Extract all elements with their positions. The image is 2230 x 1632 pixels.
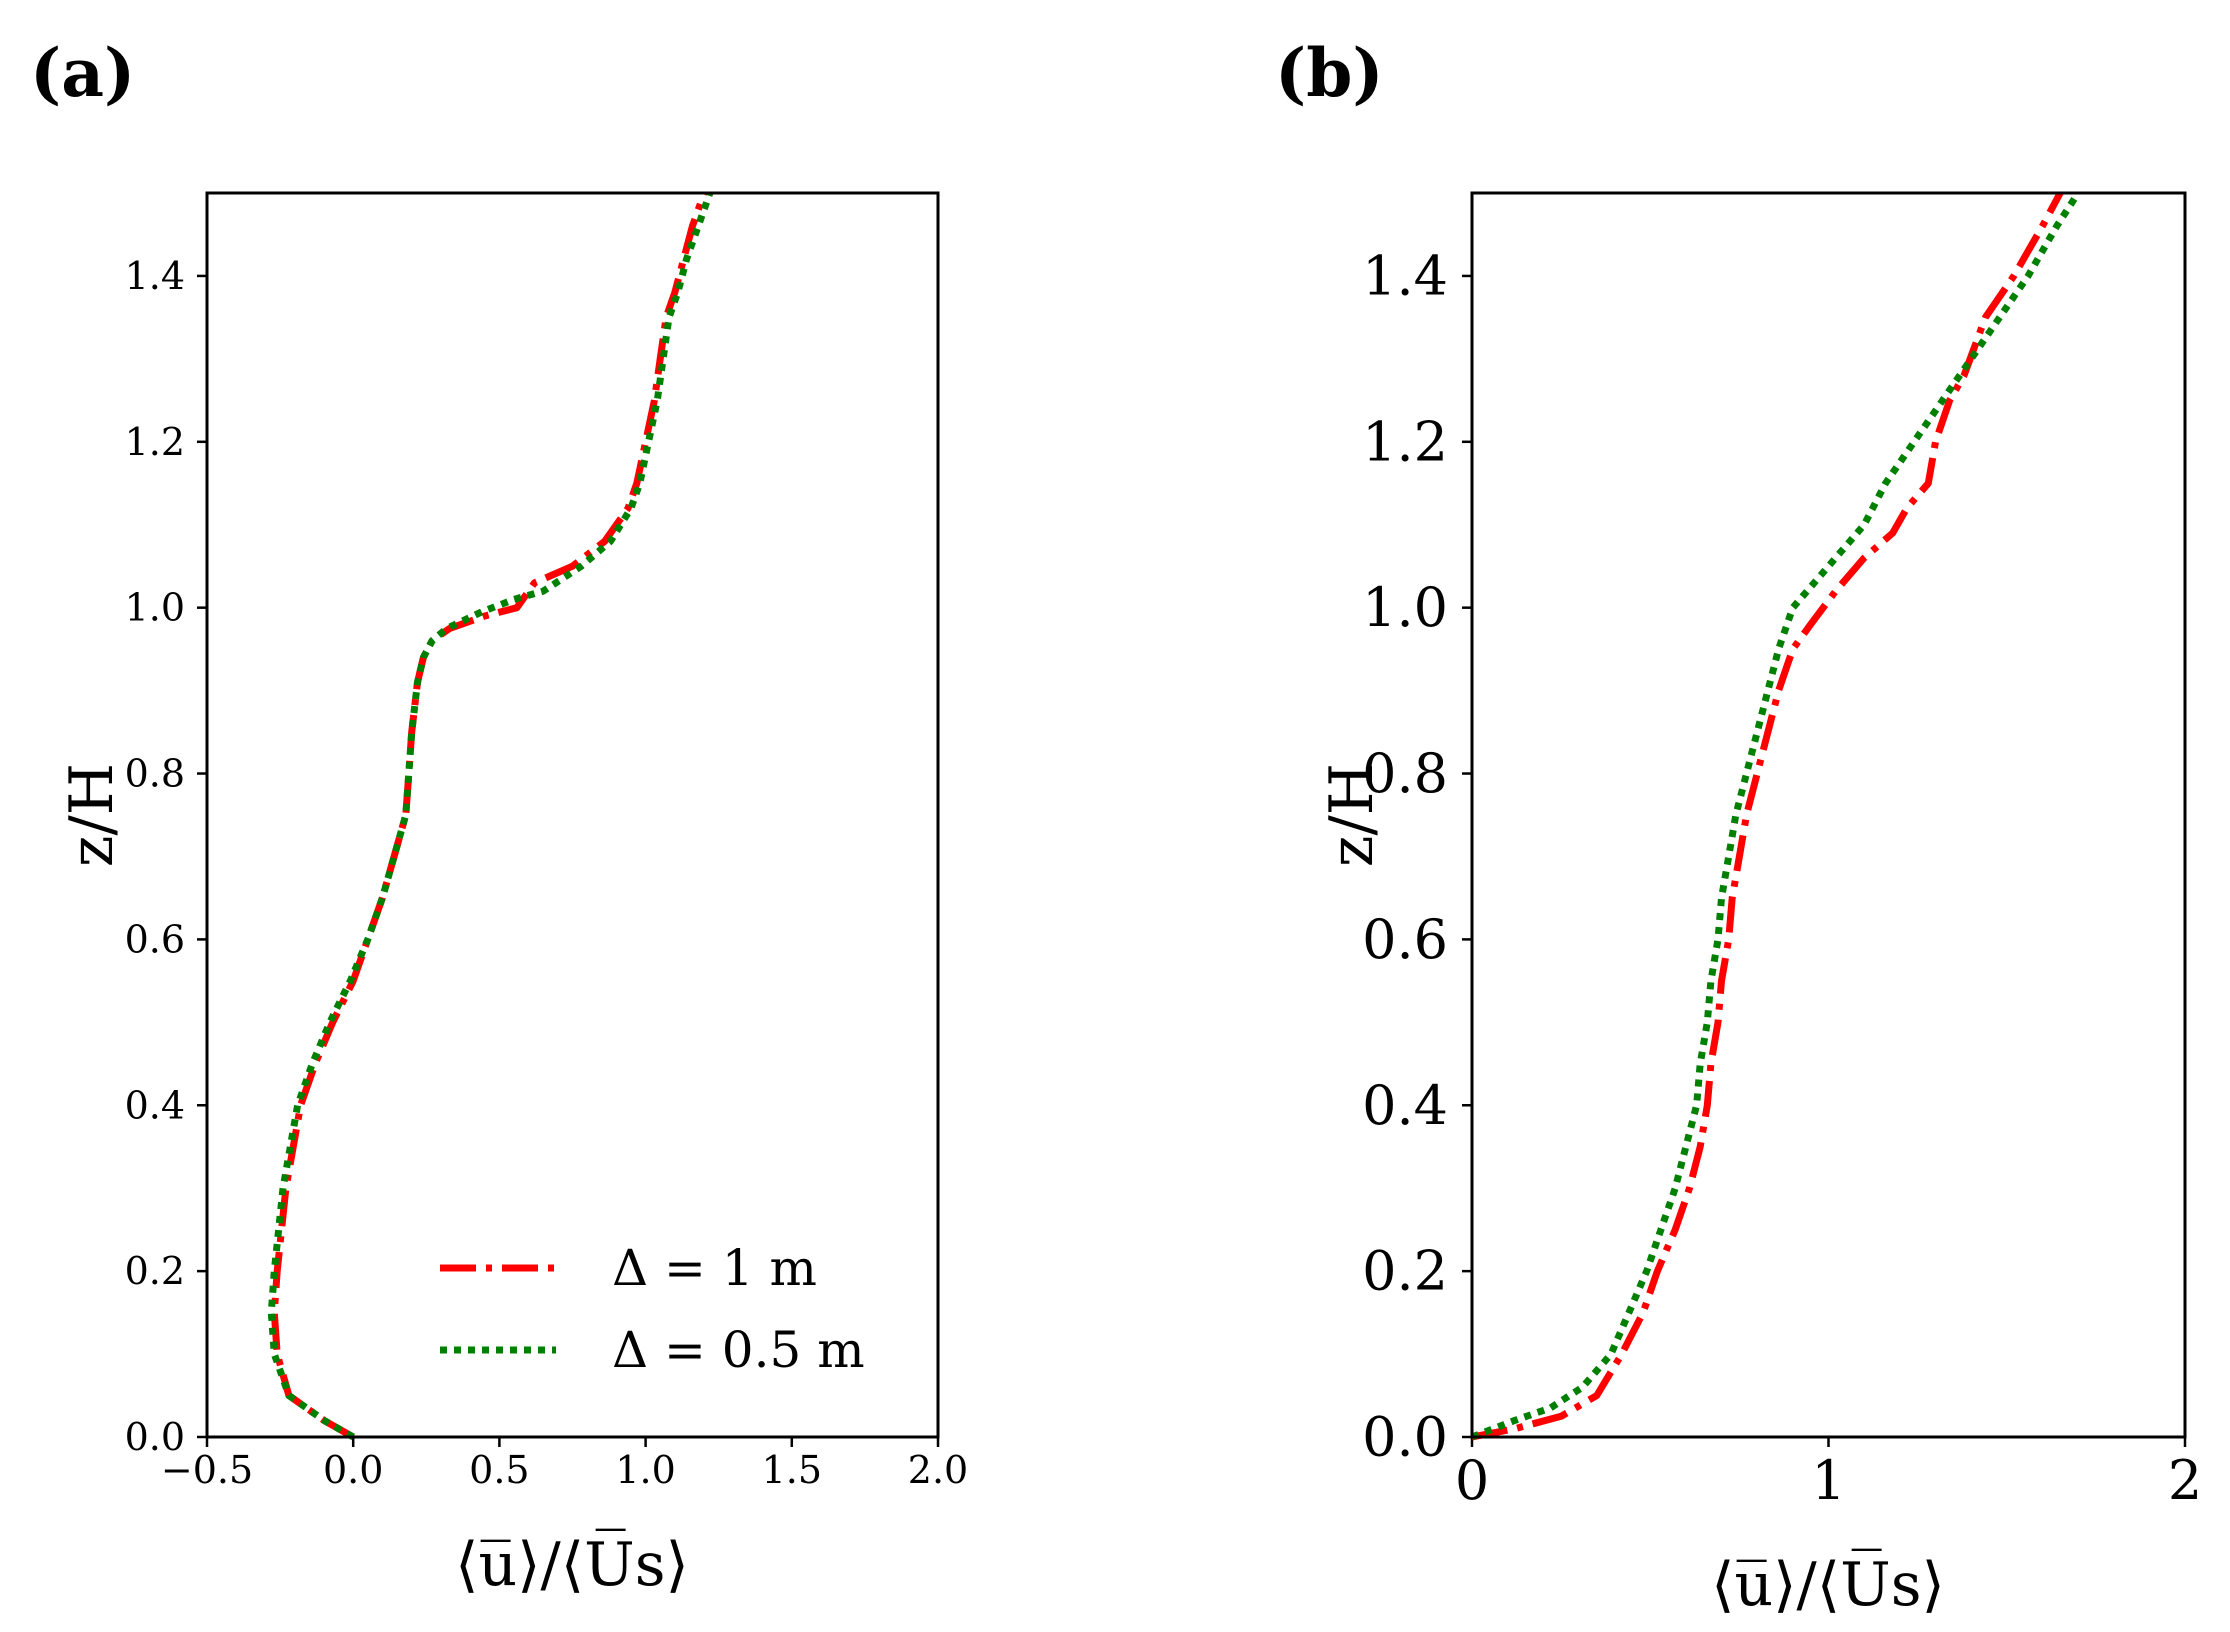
x-tick-label-a: 0.0 — [323, 1448, 383, 1492]
legend: Δ = 1 m Δ = 0.5 m — [440, 1239, 865, 1379]
plot-a-frame — [205, 191, 940, 1439]
plot-b-frame — [1470, 191, 2187, 1439]
plot-b-lines — [1470, 191, 2082, 1441]
plot-a-lines — [267, 191, 714, 1441]
y-tick-label-b: 1.0 — [1362, 576, 1448, 639]
y-tick-label-a: 0.6 — [125, 917, 185, 961]
series-05m-line-a — [267, 191, 714, 1441]
y-tick-label-b: 0.6 — [1362, 908, 1448, 971]
y-axis-label-b: z/H — [1317, 763, 1387, 867]
x-tick-label-a: 2.0 — [908, 1448, 968, 1492]
legend-label-05m: Δ = 0.5 m — [612, 1321, 865, 1379]
series-1m-line-b — [1471, 191, 2064, 1441]
y-tick-label-b: 0.8 — [1362, 742, 1448, 805]
x-tick-label-a: −0.5 — [161, 1448, 253, 1492]
y-tick-label-b: 1.4 — [1362, 244, 1448, 307]
y-tick-label-a: 0.0 — [125, 1415, 185, 1459]
legend-label-1m: Δ = 1 m — [612, 1239, 817, 1297]
y-tick-label-b: 1.2 — [1362, 410, 1448, 473]
x-axis-label-b: ⟨u̅⟩/⟨U̅s⟩ — [1711, 1548, 1945, 1620]
panel-a-label: (a) — [30, 34, 135, 112]
ticks-a: −0.5 0.0 0.5 1.0 1.5 2.00.00.20.40.60.81.01.2… — [125, 254, 969, 1492]
y-tick-label-a: 0.2 — [125, 1249, 185, 1293]
y-tick-label-a: 1.4 — [125, 254, 185, 298]
panel-b-label: (b) — [1275, 34, 1384, 112]
x-tick-label-a: 1.5 — [762, 1448, 822, 1492]
panel-a: (a) −0.5 0.0 0.5 1.0 1.5 2.00.00.20.40.60.81.… — [30, 34, 968, 1600]
y-axis-label-a: z/H — [57, 763, 127, 867]
x-tick-label-b: 0 — [1455, 1449, 1489, 1512]
y-tick-label-b: 0.4 — [1362, 1074, 1448, 1137]
x-tick-label-b: 1 — [1811, 1449, 1845, 1512]
y-tick-label-a: 0.8 — [125, 752, 185, 796]
x-tick-label-a: 0.5 — [469, 1448, 529, 1492]
y-tick-label-a: 1.2 — [125, 420, 185, 464]
y-tick-label-a: 1.0 — [125, 586, 185, 630]
y-tick-label-b: 0.0 — [1362, 1406, 1448, 1469]
x-tick-label-b: 2 — [2168, 1449, 2202, 1512]
ticks-b: 0 1 2 0.0 0.2 0.4 0.6 0.8 1.0 1.2 1.4 — [1362, 244, 2202, 1512]
x-tick-label-a: 1.0 — [615, 1448, 675, 1492]
y-tick-label-b: 0.2 — [1362, 1240, 1448, 1303]
x-axis-label-a: ⟨u̅⟩/⟨U̅s⟩ — [455, 1528, 689, 1600]
y-tick-label-a: 0.4 — [125, 1083, 185, 1127]
series-05m-line-b — [1470, 191, 2082, 1441]
panel-b: (b) 0 1 2 0.0 0.2 0.4 0.6 0.8 1.0 1.2 1.4 ⟨u̅⟩/⟨U̅… — [1275, 34, 2202, 1620]
